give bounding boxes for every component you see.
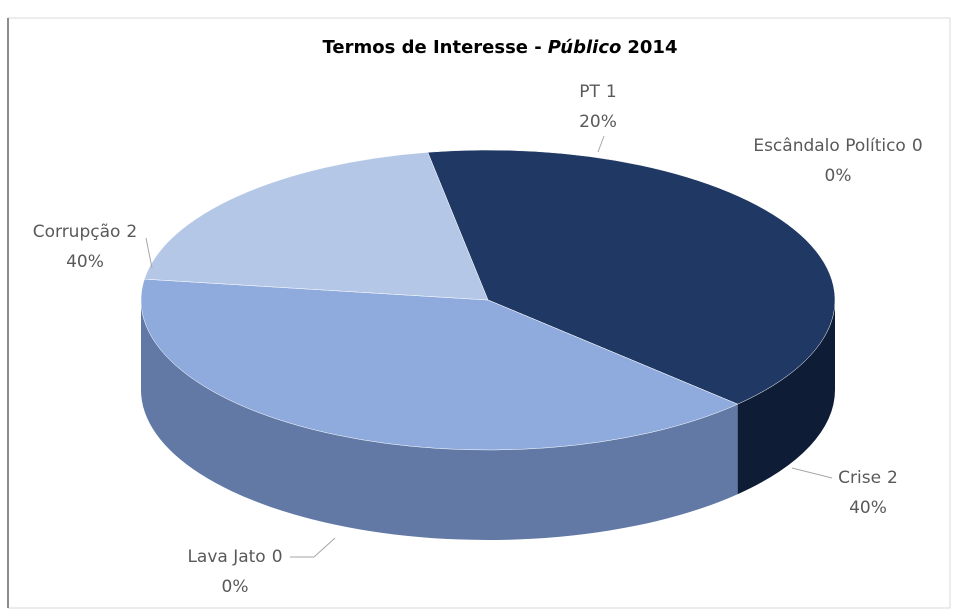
title-year: 2014	[627, 37, 677, 58]
slice	[144, 152, 489, 301]
label-value: 2	[887, 468, 898, 488]
leader-line	[145, 237, 153, 269]
label-value: 2	[126, 222, 137, 242]
leader-line	[597, 135, 605, 153]
title-italic: Público	[548, 37, 622, 58]
leader-line	[290, 537, 336, 558]
slice	[427, 149, 836, 405]
data-label: Corrupção 2	[33, 222, 138, 242]
label-percentage: 0%	[222, 577, 249, 597]
data-label: PT 1	[579, 82, 616, 102]
slice-side	[141, 300, 738, 540]
slice	[140, 278, 739, 451]
title-main: Termos de Interesse -	[323, 37, 542, 58]
data-label: Escândalo Político 0	[753, 136, 922, 156]
label-percentage: 0%	[825, 166, 852, 186]
label-value: 1	[606, 82, 617, 102]
label-category: PT	[579, 82, 600, 102]
label-percentage: 40%	[66, 252, 104, 272]
leader-line	[791, 467, 833, 479]
label-value: 0	[272, 547, 283, 567]
label-category: Lava Jato	[187, 547, 265, 567]
slice-side	[737, 300, 835, 495]
label-category: Escândalo Político	[753, 136, 906, 156]
label-percentage: 40%	[849, 498, 887, 518]
chart-title: Termos de Interesse - Público 2014	[323, 37, 678, 58]
data-label: Lava Jato 0	[187, 547, 282, 567]
label-percentage: 20%	[579, 112, 617, 132]
label-category: Corrupção	[33, 222, 121, 242]
data-label: Crise 2	[838, 468, 898, 488]
label-value: 0	[912, 136, 923, 156]
label-category: Crise	[838, 468, 881, 488]
